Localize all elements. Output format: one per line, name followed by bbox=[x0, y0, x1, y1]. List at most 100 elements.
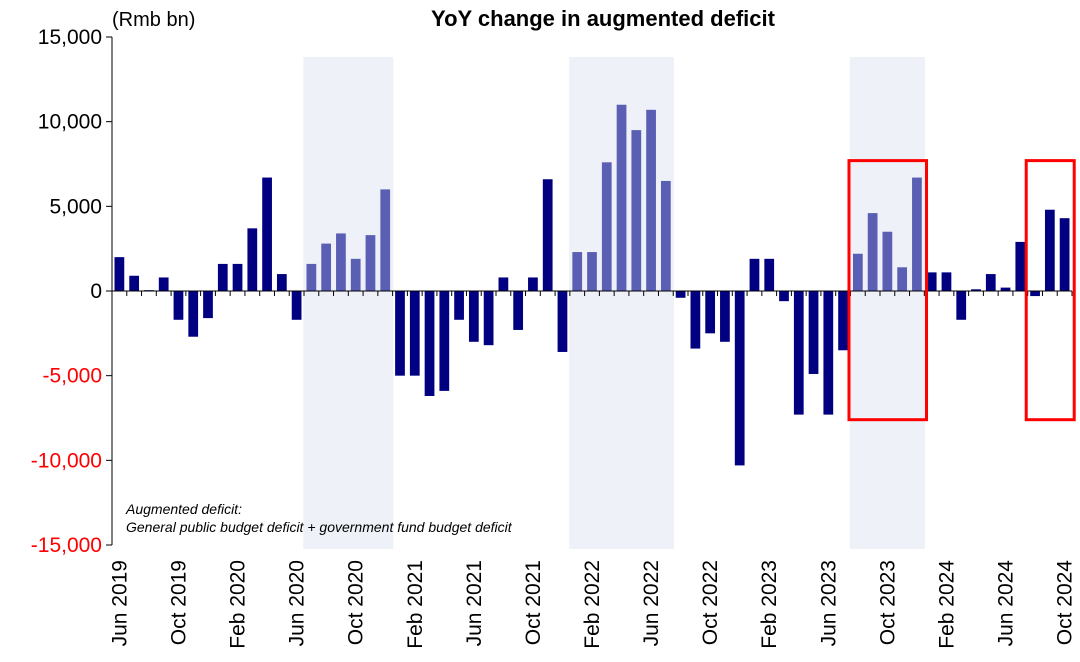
x-tick-label: Oct 2022 bbox=[699, 560, 722, 645]
bar-43 bbox=[749, 258, 760, 291]
shaded-period-2 bbox=[849, 57, 926, 549]
bar-26 bbox=[498, 277, 509, 291]
bar-36 bbox=[646, 109, 656, 292]
bar-48 bbox=[823, 291, 834, 415]
x-tick-label: Jun 2022 bbox=[640, 560, 663, 646]
x-tick-label: Feb 2023 bbox=[758, 560, 781, 649]
bar-61 bbox=[1015, 241, 1026, 291]
y-tick-label: 5,000 bbox=[49, 195, 102, 218]
x-tick-label: Jun 2021 bbox=[463, 560, 486, 646]
y-tick-label: -5,000 bbox=[42, 365, 102, 388]
x-tick-label: Feb 2024 bbox=[935, 560, 958, 649]
bar-25 bbox=[483, 291, 494, 346]
bar-12 bbox=[291, 291, 302, 320]
bar-49 bbox=[838, 291, 848, 351]
bar-17 bbox=[365, 235, 376, 291]
bar-8 bbox=[232, 263, 243, 291]
bar-27 bbox=[513, 291, 524, 330]
y-tick-label: -15,000 bbox=[31, 534, 102, 557]
bar-60 bbox=[1000, 287, 1011, 291]
highlight-box-0 bbox=[847, 159, 929, 422]
bar-32 bbox=[587, 252, 597, 291]
bar-47 bbox=[808, 291, 819, 374]
bar-56 bbox=[941, 272, 952, 291]
x-tick-label: Oct 2023 bbox=[876, 560, 899, 645]
bar-53 bbox=[897, 267, 908, 291]
y-tick-labels: 15,000 10,000 5,000 0 -5,000 -10,000 -15,000 bbox=[31, 26, 102, 557]
chart-title: YoY change in augmented deficit bbox=[431, 6, 776, 31]
bar-55 bbox=[926, 272, 937, 291]
x-tick-labels: Jun 2019 Oct 2019 Feb 2020 Jun 2020 Oct 2020… bbox=[108, 560, 1076, 649]
x-tick-label: Jun 2019 bbox=[108, 560, 131, 646]
bar-0 bbox=[114, 257, 125, 291]
bar-22 bbox=[439, 291, 450, 391]
bar-21 bbox=[424, 291, 435, 396]
x-tick-label: Jun 2024 bbox=[995, 560, 1018, 647]
bar-19 bbox=[395, 291, 405, 376]
bar-28 bbox=[528, 277, 538, 291]
bar-16 bbox=[350, 258, 361, 291]
bar-1 bbox=[129, 275, 140, 291]
bar-54 bbox=[912, 177, 922, 291]
bar-18 bbox=[380, 189, 391, 291]
axes bbox=[106, 36, 1073, 546]
bar-3 bbox=[158, 277, 169, 291]
bar-31 bbox=[572, 252, 583, 291]
unit-label: (Rmb bn) bbox=[112, 9, 195, 31]
bar-58 bbox=[971, 289, 981, 291]
x-tick-label: Oct 2019 bbox=[167, 560, 190, 645]
bar-29 bbox=[542, 179, 553, 291]
bar-57 bbox=[956, 291, 967, 320]
x-tick-label: Jun 2023 bbox=[817, 560, 840, 646]
bar-51 bbox=[867, 213, 878, 291]
bar-42 bbox=[734, 291, 745, 466]
y-tick-label: 15,000 bbox=[38, 26, 102, 49]
bar-14 bbox=[321, 243, 332, 291]
bar-15 bbox=[336, 233, 346, 291]
bar-7 bbox=[217, 263, 228, 291]
bar-24 bbox=[468, 291, 479, 342]
bar-44 bbox=[764, 258, 775, 291]
bar-62 bbox=[1030, 291, 1040, 297]
note-line-2: General public budget deficit + governme… bbox=[126, 519, 513, 535]
bar-46 bbox=[793, 291, 804, 415]
bar-23 bbox=[454, 291, 464, 320]
bar-39 bbox=[690, 291, 701, 349]
bar-10 bbox=[262, 177, 272, 291]
highlight-box-1 bbox=[1024, 159, 1076, 422]
highlight-boxes bbox=[847, 159, 1076, 422]
bar-40 bbox=[705, 291, 716, 334]
bar-30 bbox=[557, 291, 568, 352]
bar-64 bbox=[1059, 218, 1070, 291]
shaded-period-0 bbox=[303, 57, 394, 549]
x-tick-label: Jun 2020 bbox=[286, 560, 309, 646]
x-tick-label: Oct 2024 bbox=[1054, 560, 1077, 646]
bar-5 bbox=[188, 291, 199, 337]
x-tick-label: Oct 2020 bbox=[345, 560, 368, 645]
bars bbox=[114, 104, 1070, 466]
x-tick-label: Oct 2021 bbox=[522, 560, 545, 645]
note-line-1: Augmented deficit: bbox=[125, 501, 242, 517]
bar-50 bbox=[852, 253, 863, 291]
y-tick-label: 0 bbox=[90, 280, 102, 303]
bar-6 bbox=[203, 291, 213, 319]
bar-45 bbox=[779, 291, 789, 302]
bar-38 bbox=[675, 291, 686, 298]
bar-33 bbox=[601, 162, 612, 291]
x-tick-label: Feb 2021 bbox=[404, 560, 427, 649]
y-tick-label: 10,000 bbox=[38, 111, 102, 134]
bar-13 bbox=[306, 263, 317, 291]
bar-34 bbox=[616, 104, 627, 291]
bar-37 bbox=[660, 180, 671, 291]
bar-63 bbox=[1044, 209, 1055, 291]
bar-11 bbox=[276, 274, 287, 291]
x-tick-label: Feb 2020 bbox=[227, 560, 250, 649]
y-tick-label: -10,000 bbox=[31, 449, 102, 472]
bar-59 bbox=[985, 274, 996, 291]
bar-41 bbox=[720, 291, 730, 342]
bar-52 bbox=[882, 231, 893, 291]
x-tick-label: Feb 2022 bbox=[581, 560, 604, 649]
bar-35 bbox=[631, 130, 642, 291]
bar-9 bbox=[247, 228, 258, 291]
